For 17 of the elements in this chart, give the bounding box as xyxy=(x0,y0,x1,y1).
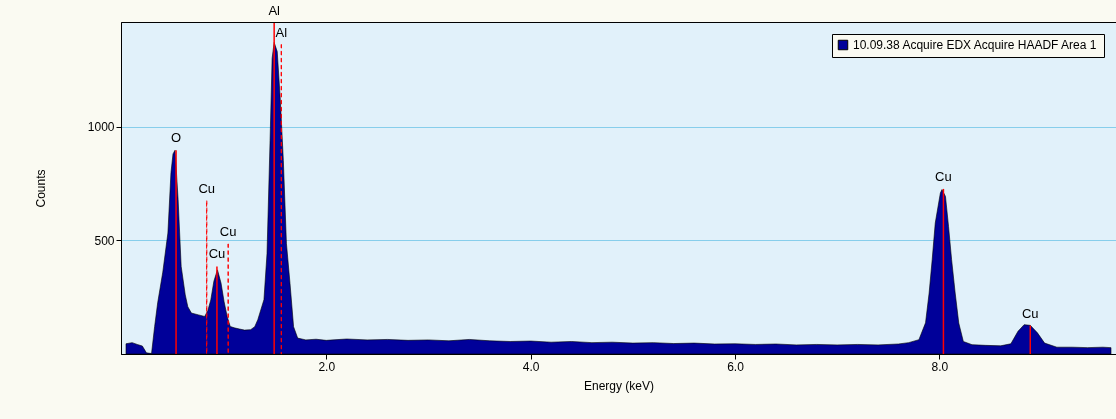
x-tick-label: 6.0 xyxy=(727,359,745,374)
x-tick-label: 2.0 xyxy=(318,359,336,374)
annotation: Cu xyxy=(935,168,952,184)
y-tick-label: 500 xyxy=(94,233,115,248)
x-axis-title: Energy (keV) xyxy=(583,378,655,393)
annotation: Cu xyxy=(219,223,237,239)
annotation: Al xyxy=(275,24,288,40)
x-tick-label: 8.0 xyxy=(931,359,949,374)
y-tick-label: 1000 xyxy=(87,120,115,135)
y-axis-title: Counts xyxy=(33,169,48,208)
annotation: Al xyxy=(268,2,281,18)
annotation: Cu xyxy=(208,246,226,262)
annotation: O xyxy=(171,130,182,146)
annotation: Cu xyxy=(198,180,216,196)
annotation: Cu xyxy=(1021,305,1039,321)
legend-label: 10.09.38 Acquire EDX Acquire HAADF Area 1 xyxy=(853,38,1097,52)
x-tick-label: 4.0 xyxy=(522,359,540,374)
